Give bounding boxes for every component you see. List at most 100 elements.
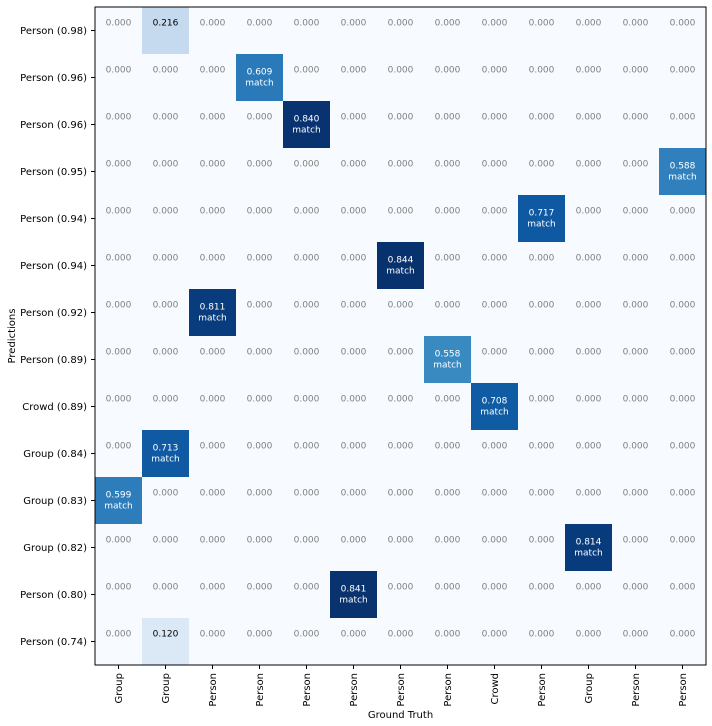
cell-value-label: 0.000 [247,442,273,452]
cell-value-label: 0.000 [388,113,414,123]
cell-value-label: 0.000 [482,160,508,170]
cell-value-label: 0.000 [670,395,696,405]
x-tick-label: Crowd [490,673,501,705]
heatmap-cell [189,242,237,290]
cell-value-label: 0.000 [623,301,649,311]
cell-value-label: 0.000 [623,160,649,170]
heatmap-cell [142,195,190,243]
cell-value-label: 0.000 [576,207,602,217]
cell-value-label: 0.000 [435,301,461,311]
cell-value-label: 0.000 [153,301,179,311]
cell-value-label: 0.000 [106,630,132,640]
heatmap-cell [424,618,472,666]
heatmap-cell [377,571,425,619]
cell-value-label: 0.000 [294,301,320,311]
heatmap-cell [659,195,707,243]
cell-value-label: 0.609 [247,68,273,78]
cell-value-label: 0.000 [670,536,696,546]
heatmap-cell [471,54,519,102]
heatmap-cell [95,383,143,431]
heatmap-cell [236,430,284,478]
heatmap-cell [565,618,613,666]
cell-value-label: 0.000 [529,630,555,640]
heatmap-cell [95,101,143,149]
cell-value-label: 0.000 [153,348,179,358]
heatmap-cell [518,195,566,243]
cell-match-label: match [527,220,555,230]
heatmap-cell [424,524,472,572]
heatmap-cell [330,430,378,478]
heatmap-cell [189,336,237,384]
heatmap-cell [659,289,707,337]
heatmap-cell [142,618,190,666]
heatmap-cell [236,524,284,572]
heatmap-cell [283,195,331,243]
heatmap-cell [189,618,237,666]
heatmap-cell [377,242,425,290]
heatmap-cell [283,336,331,384]
heatmap-cell [565,101,613,149]
x-tick-label: Person [208,673,219,707]
cell-value-label: 0.000 [670,348,696,358]
heatmap-cell [471,477,519,525]
cell-value-label: 0.000 [482,583,508,593]
heatmap-cell [471,618,519,666]
heatmap-cell [424,54,472,102]
cell-value-label: 0.000 [529,301,555,311]
heatmap-cell [236,54,284,102]
cell-value-label: 0.000 [623,19,649,29]
cell-value-label: 0.000 [576,583,602,593]
cell-value-label: 0.000 [200,630,226,640]
cell-value-label: 0.000 [106,442,132,452]
heatmap-cell [471,383,519,431]
heatmap-cell [142,242,190,290]
y-tick-label: Person (0.94) [20,214,87,225]
heatmap-cell [283,571,331,619]
cell-value-label: 0.000 [341,66,367,76]
heatmap-cell [189,289,237,337]
cell-value-label: 0.000 [623,395,649,405]
cell-value-label: 0.000 [576,630,602,640]
cell-value-label: 0.000 [341,395,367,405]
heatmap-cell [283,618,331,666]
heatmap-cell [612,54,660,102]
x-axis-label: Ground Truth [368,710,433,721]
cell-value-label: 0.000 [388,66,414,76]
heatmap-cell [189,430,237,478]
heatmap-cell [565,7,613,55]
heatmap-cell [659,54,707,102]
cell-value-label: 0.000 [106,19,132,29]
heatmap-cell [471,289,519,337]
cell-value-label: 0.588 [670,162,696,172]
cell-value-label: 0.000 [341,113,367,123]
cell-value-label: 0.000 [153,536,179,546]
heatmap-cell [471,430,519,478]
heatmap-cell [471,148,519,196]
cell-value-label: 0.000 [623,583,649,593]
cell-match-label: match [245,79,273,89]
cell-value-label: 0.000 [670,113,696,123]
cell-value-label: 0.000 [670,66,696,76]
heatmap-cells: 0.000 0.216 0.000 0.000 0.000 0.000 0.000 0.000… [95,7,707,666]
cell-value-label: 0.000 [294,583,320,593]
heatmap-cell [659,336,707,384]
x-tick-label: Person [349,673,360,707]
cell-value-label: 0.000 [341,348,367,358]
heatmap-cell [330,524,378,572]
heatmap-cell [330,571,378,619]
cell-value-label: 0.000 [576,301,602,311]
heatmap-cell [236,7,284,55]
heatmap-cell [142,383,190,431]
heatmap-cell [659,477,707,525]
cell-value-label: 0.000 [576,160,602,170]
heatmap-cell [471,195,519,243]
cell-value-label: 0.000 [576,254,602,264]
heatmap-cell [142,336,190,384]
cell-value-label: 0.000 [529,160,555,170]
heatmap-cell [330,242,378,290]
x-tick-label: Person [537,673,548,707]
cell-value-label: 0.000 [623,630,649,640]
cell-value-label: 0.000 [670,583,696,593]
heatmap-cell [236,289,284,337]
heatmap-cell [659,383,707,431]
